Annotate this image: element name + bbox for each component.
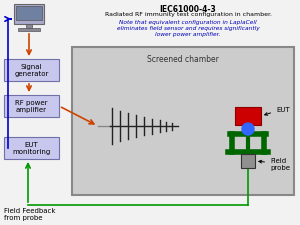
FancyBboxPatch shape bbox=[72, 48, 294, 195]
Text: eliminates field sensor and requires significantly: eliminates field sensor and requires sig… bbox=[117, 26, 260, 31]
FancyBboxPatch shape bbox=[26, 25, 32, 29]
FancyBboxPatch shape bbox=[241, 154, 255, 168]
Text: Signal
generator: Signal generator bbox=[14, 64, 49, 77]
FancyBboxPatch shape bbox=[4, 96, 59, 117]
Text: RF power
amplifier: RF power amplifier bbox=[15, 100, 48, 113]
FancyBboxPatch shape bbox=[14, 5, 44, 25]
Text: IEC61000-4-3: IEC61000-4-3 bbox=[160, 5, 216, 14]
Text: lower power amplifier.: lower power amplifier. bbox=[155, 32, 221, 37]
Text: EUT: EUT bbox=[265, 106, 290, 116]
Text: EUT
monitoring: EUT monitoring bbox=[12, 142, 51, 155]
FancyBboxPatch shape bbox=[4, 137, 59, 159]
FancyBboxPatch shape bbox=[16, 7, 42, 21]
Circle shape bbox=[242, 124, 254, 135]
Text: Note that equivalent configuration in LaplaCell: Note that equivalent configuration in La… bbox=[119, 20, 257, 25]
Text: Field Feedback
from probe: Field Feedback from probe bbox=[4, 207, 55, 220]
FancyBboxPatch shape bbox=[235, 108, 261, 126]
Text: Screened chamber: Screened chamber bbox=[147, 55, 219, 64]
Text: Field
probe: Field probe bbox=[259, 157, 290, 170]
FancyBboxPatch shape bbox=[18, 29, 40, 32]
FancyBboxPatch shape bbox=[4, 60, 59, 82]
Text: Radiated RF immunity test configuration in chamber.: Radiated RF immunity test configuration … bbox=[104, 12, 272, 17]
